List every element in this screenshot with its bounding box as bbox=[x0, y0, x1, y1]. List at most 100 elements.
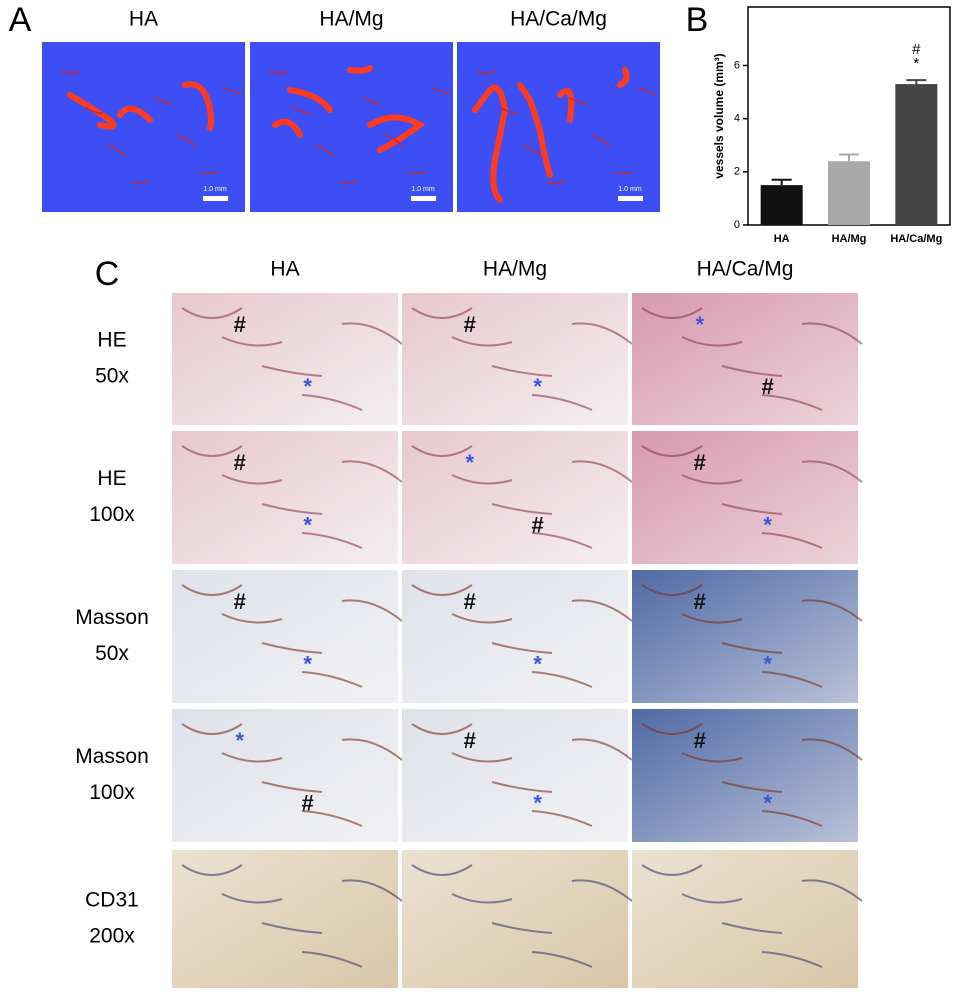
column-title: HA/Ca/Mg bbox=[697, 258, 794, 281]
column-title: HA/Ca/Mg bbox=[510, 8, 607, 31]
row-label: CD31 bbox=[85, 889, 139, 912]
vessel bbox=[272, 118, 303, 138]
significance-mark: # bbox=[912, 41, 921, 58]
vessel-thin bbox=[568, 97, 588, 105]
bar bbox=[828, 161, 870, 225]
micrograph bbox=[632, 570, 858, 703]
tissue-strand bbox=[341, 322, 403, 345]
vessel-thin bbox=[522, 143, 542, 157]
tissue-strand bbox=[801, 879, 863, 902]
column-title: HA/Mg bbox=[483, 258, 547, 281]
micrograph bbox=[402, 431, 628, 564]
y-tick-label: 4 bbox=[734, 113, 740, 125]
tissue-strand bbox=[181, 584, 243, 596]
column-title: HA bbox=[129, 8, 158, 31]
tissue-strand bbox=[451, 893, 513, 904]
tissue-strand bbox=[531, 951, 593, 968]
micrograph bbox=[632, 709, 858, 842]
vessel-thin bbox=[61, 69, 81, 75]
vessel-thin bbox=[545, 180, 565, 185]
x-tick-label: HA bbox=[774, 233, 790, 245]
tissue-strand bbox=[681, 613, 743, 624]
panel-label: C bbox=[95, 255, 120, 293]
tissue-strand bbox=[221, 336, 283, 347]
vessel bbox=[117, 105, 153, 123]
micrograph bbox=[632, 850, 858, 988]
vessel-thin bbox=[476, 69, 496, 75]
tissue-strand bbox=[221, 474, 283, 485]
tissue-strand bbox=[531, 810, 593, 827]
region-mark: * bbox=[466, 450, 475, 475]
vessel-thin bbox=[84, 106, 104, 114]
vessel-thin bbox=[499, 106, 519, 114]
vessel-thin bbox=[222, 88, 242, 96]
region-mark: # bbox=[464, 728, 476, 753]
tissue-strand bbox=[761, 532, 823, 549]
region-mark: * bbox=[303, 652, 312, 677]
tissue-strand bbox=[531, 671, 593, 688]
micrograph bbox=[402, 850, 628, 988]
vessel-thin bbox=[315, 143, 335, 157]
bar bbox=[895, 84, 938, 225]
scale-label: 1.0 mm bbox=[618, 186, 642, 193]
micrograph bbox=[172, 709, 398, 842]
tissue-strand bbox=[801, 599, 863, 622]
tissue-strand bbox=[681, 474, 743, 485]
tissue-strand bbox=[181, 864, 243, 876]
tissue-strand bbox=[641, 307, 703, 319]
row-label: 200x bbox=[89, 925, 135, 948]
tissue-strand bbox=[721, 642, 783, 654]
tissue-strand bbox=[451, 474, 513, 485]
row-label: 100x bbox=[89, 503, 135, 526]
vessel-thin bbox=[292, 106, 312, 114]
tissue-strand bbox=[801, 738, 863, 761]
tissue-strand bbox=[681, 893, 743, 904]
tissue-strand bbox=[491, 922, 553, 934]
tissue-strand bbox=[801, 460, 863, 483]
micrograph bbox=[172, 850, 398, 988]
micrograph bbox=[402, 709, 628, 842]
vessel-thin bbox=[269, 69, 289, 75]
vessel bbox=[367, 114, 426, 153]
vessel bbox=[617, 67, 630, 88]
vessel-thin bbox=[591, 134, 611, 148]
tissue-strand bbox=[181, 723, 243, 735]
tissue-strand bbox=[641, 723, 703, 735]
vessel-thin bbox=[614, 171, 634, 174]
micrograph bbox=[402, 293, 628, 425]
region-mark: * bbox=[303, 513, 312, 538]
tissue-strand bbox=[801, 322, 863, 345]
micrograph bbox=[172, 431, 398, 564]
tissue-strand bbox=[261, 365, 323, 377]
region-mark: * bbox=[533, 791, 542, 816]
tissue-strand bbox=[531, 532, 593, 549]
region-mark: # bbox=[694, 589, 706, 614]
region-mark: * bbox=[303, 374, 312, 399]
region-mark: # bbox=[464, 589, 476, 614]
row-label: Masson bbox=[75, 606, 149, 629]
scale-label: 1.0 mm bbox=[411, 186, 435, 193]
vessel-thin bbox=[130, 180, 150, 185]
column-title: HA/Mg bbox=[319, 8, 383, 31]
tissue-strand bbox=[411, 445, 473, 457]
vessel-thin bbox=[107, 143, 127, 157]
y-tick-label: 0 bbox=[734, 219, 740, 231]
panel-label: B bbox=[686, 1, 709, 39]
tissue-strand bbox=[451, 613, 513, 624]
y-axis-label: vessels volume (mm³) bbox=[712, 53, 726, 178]
tissue-strand bbox=[571, 879, 633, 902]
tissue-strand bbox=[721, 781, 783, 793]
region-mark: # bbox=[301, 791, 313, 816]
tissue-strand bbox=[681, 336, 743, 347]
tissue-strand bbox=[491, 781, 553, 793]
tissue-strand bbox=[571, 738, 633, 761]
column-title: HA bbox=[270, 258, 299, 281]
tissue-strand bbox=[341, 738, 403, 761]
region-mark: * bbox=[763, 652, 772, 677]
tissue-strand bbox=[261, 642, 323, 654]
tissue-strand bbox=[181, 307, 243, 319]
row-label: HE bbox=[97, 467, 126, 490]
region-mark: * bbox=[533, 374, 542, 399]
tissue-strand bbox=[571, 599, 633, 622]
